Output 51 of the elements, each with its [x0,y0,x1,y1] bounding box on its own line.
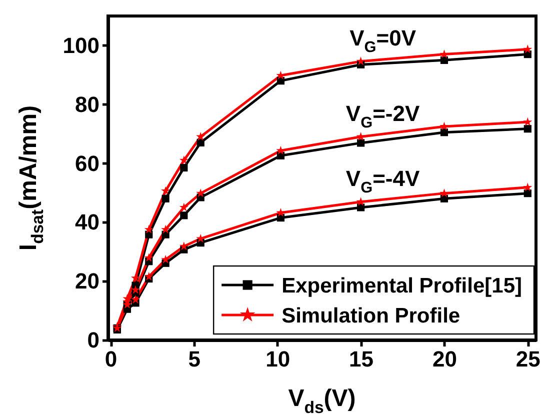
point [523,44,532,54]
x-axis-title: V$_{ds}$(V) [288,385,356,414]
x-tick-label: 20 [432,346,457,372]
y-tick-label: 0 [87,328,100,352]
point [357,139,365,147]
y-tick-label: 100 [62,32,100,58]
point [524,125,532,133]
point [523,117,532,126]
point [196,138,204,146]
point [356,197,366,206]
point [196,188,206,198]
x-tick-label: 0 [104,346,118,372]
legend-label: Experimental Profile[15] [282,274,522,298]
point [440,128,448,136]
legend-label: Simulation Profile [282,304,460,328]
point [179,202,188,212]
y-tick-label: 60 [75,150,100,176]
point [356,132,366,141]
point [179,242,188,250]
annotation: V$_{G}$=0V [350,25,416,56]
point [180,212,188,220]
point [180,164,188,172]
point [161,186,170,195]
point [440,56,448,64]
annotation: V$_{G}$=-2V [346,100,420,132]
point [144,272,154,281]
point [131,294,140,304]
y-tick-label: 20 [75,268,100,294]
point [144,224,154,234]
point [196,132,206,141]
point [440,122,449,130]
y-tick-label: 80 [75,92,100,117]
point [440,50,449,58]
x-tick-label: 5 [188,346,201,372]
point [440,194,448,202]
x-tick-label: 25 [516,346,540,372]
point [440,188,449,198]
point [179,156,188,164]
point [524,190,532,198]
point [162,194,170,202]
point [161,254,170,264]
point [131,273,140,282]
x-tick-label: 10 [266,346,290,372]
point [356,56,366,66]
point [131,285,140,294]
x-tick-label: 15 [349,346,374,372]
point [161,224,170,234]
point [523,182,532,192]
y-tick-label: 40 [75,210,100,235]
point [144,253,154,262]
annotation: V$_{G}$=-4V [346,166,420,196]
